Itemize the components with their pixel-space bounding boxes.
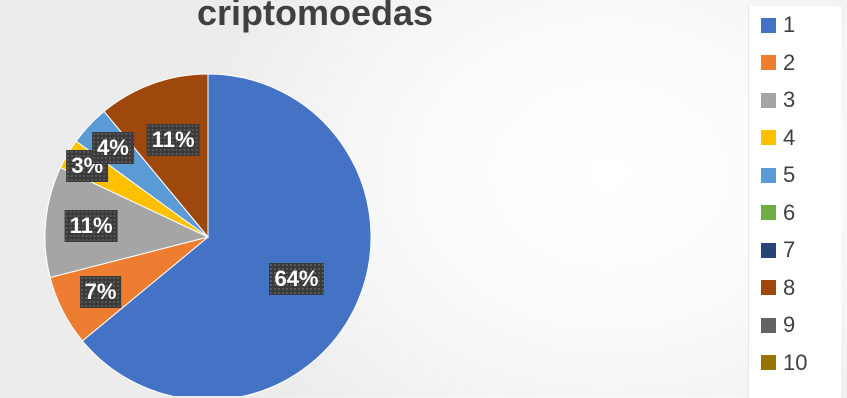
legend-label: 10 bbox=[783, 349, 808, 375]
pie-slice-3 bbox=[44, 166, 210, 279]
legend-label: 4 bbox=[783, 124, 796, 150]
legend-label: 3 bbox=[783, 87, 796, 112]
legend-swatch bbox=[761, 205, 776, 220]
legend-item-10: 10 bbox=[761, 350, 807, 376]
legend-item-1: 1 bbox=[761, 12, 795, 38]
legend-item-2: 2 bbox=[761, 50, 795, 76]
data-label-3: 11% bbox=[64, 209, 118, 242]
legend-swatch bbox=[761, 355, 776, 370]
legend-label: 1 bbox=[783, 12, 796, 37]
legend-swatch bbox=[761, 167, 776, 183]
legend-swatch bbox=[761, 92, 776, 108]
legend-swatch bbox=[761, 317, 776, 333]
legend-item-8: 8 bbox=[761, 275, 795, 301]
legend-item-4: 4 bbox=[761, 125, 795, 151]
pie-slice-1 bbox=[81, 73, 372, 396]
legend-item-7: 7 bbox=[761, 237, 795, 263]
legend-swatch bbox=[761, 280, 776, 295]
legend-item-9: 9 bbox=[761, 312, 795, 338]
legend-label: 6 bbox=[783, 199, 796, 225]
legend-swatch bbox=[761, 242, 776, 258]
legend-label: 8 bbox=[783, 274, 796, 300]
data-label-8: 11% bbox=[146, 124, 200, 157]
data-label-5: 4% bbox=[92, 131, 134, 164]
legend-item-5: 5 bbox=[761, 162, 795, 188]
legend-item-3: 3 bbox=[761, 87, 795, 113]
chart-title: criptomoedas bbox=[196, 0, 434, 33]
data-label-2: 7% bbox=[79, 275, 122, 308]
legend-item-6: 6 bbox=[761, 200, 795, 226]
legend-label: 9 bbox=[783, 312, 796, 337]
legend-label: 2 bbox=[783, 49, 796, 75]
legend-swatch bbox=[761, 17, 776, 33]
legend: 1 2 3 4 5 6 7 8 9 10 bbox=[748, 6, 841, 398]
legend-label: 7 bbox=[783, 237, 796, 262]
legend-swatch bbox=[761, 55, 776, 70]
legend-swatch bbox=[761, 130, 776, 145]
data-label-1: 64% bbox=[269, 262, 324, 295]
legend-label: 5 bbox=[783, 162, 796, 187]
